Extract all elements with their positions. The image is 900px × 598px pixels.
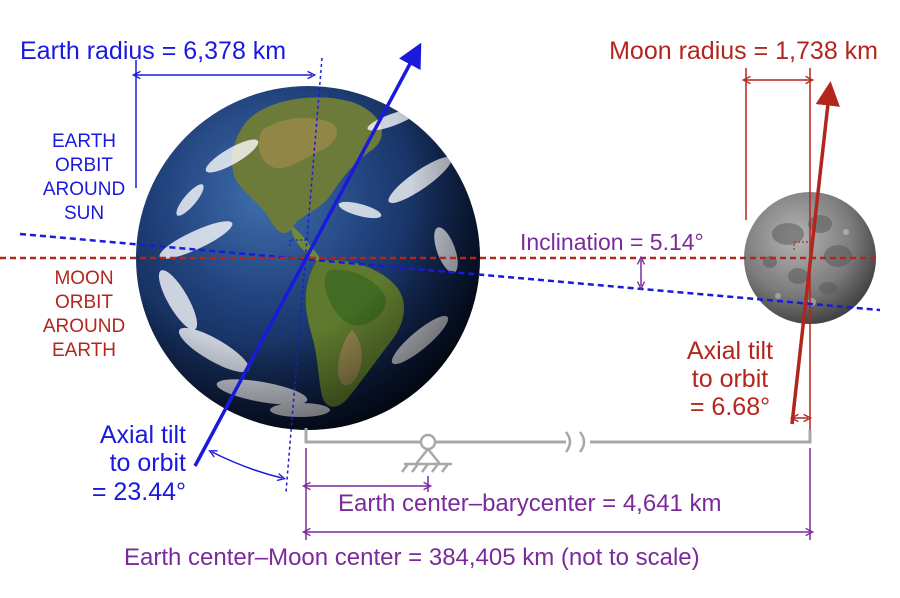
earth-tilt-label: Axial tilt to orbit = 23.44°	[92, 421, 186, 506]
moon-tilt-label-line: to orbit	[692, 365, 768, 393]
earth-axis-arrow	[193, 42, 422, 467]
moon-right-angle-mark	[793, 241, 808, 250]
barycenter-fulcrum	[401, 433, 452, 473]
earth-radius-dimension	[136, 60, 312, 188]
inclination-label: Inclination = 5.14°	[520, 229, 704, 255]
earth-orbit-label-line: SUN	[64, 203, 104, 224]
moon-radius-label: Moon radius = 1,738 km	[609, 37, 878, 65]
moon-axis-arrow	[790, 81, 840, 425]
distance-dimensions	[306, 448, 810, 540]
earth-moon-distance-label: Earth center–Moon center = 384,405 km (n…	[124, 544, 700, 571]
earth-tilt-label-line: to orbit	[110, 449, 186, 477]
moon-orbit-label-line: MOON	[54, 268, 113, 289]
barycenter-beam	[304, 428, 812, 453]
moon-tilt-label: Axial tilt to orbit = 6.68°	[687, 337, 773, 421]
moon-tilt-label-line: Axial tilt	[687, 337, 773, 365]
earth-orbit-label-line: EARTH	[52, 131, 116, 152]
earth-orbit-line	[19, 232, 881, 312]
earth-radius-label: Earth radius = 6,378 km	[20, 37, 286, 65]
earth-tilt-label-line: = 23.44°	[92, 478, 186, 506]
moon-orbit-label-line: ORBIT	[55, 292, 113, 313]
earth-vertical-dashed-line	[285, 57, 323, 493]
earth-orbit-label-line: ORBIT	[55, 155, 113, 176]
earth-tilt-angle-arc	[212, 452, 282, 478]
moon-orbit-label: MOON ORBIT AROUND EARTH	[43, 268, 125, 361]
barycenter-distance-label: Earth center–barycenter = 4,641 km	[338, 490, 722, 517]
earth-orbit-label: EARTH ORBIT AROUND SUN	[43, 131, 125, 224]
earth-right-angle-mark	[289, 239, 306, 246]
moon-tilt-label-line: = 6.68°	[690, 393, 770, 421]
earth-orbit-label-line: AROUND	[43, 179, 125, 200]
moon-orbit-label-line: EARTH	[52, 340, 116, 361]
moon-orbit-label-line: AROUND	[43, 316, 125, 337]
earth-tilt-label-line: Axial tilt	[100, 421, 186, 449]
